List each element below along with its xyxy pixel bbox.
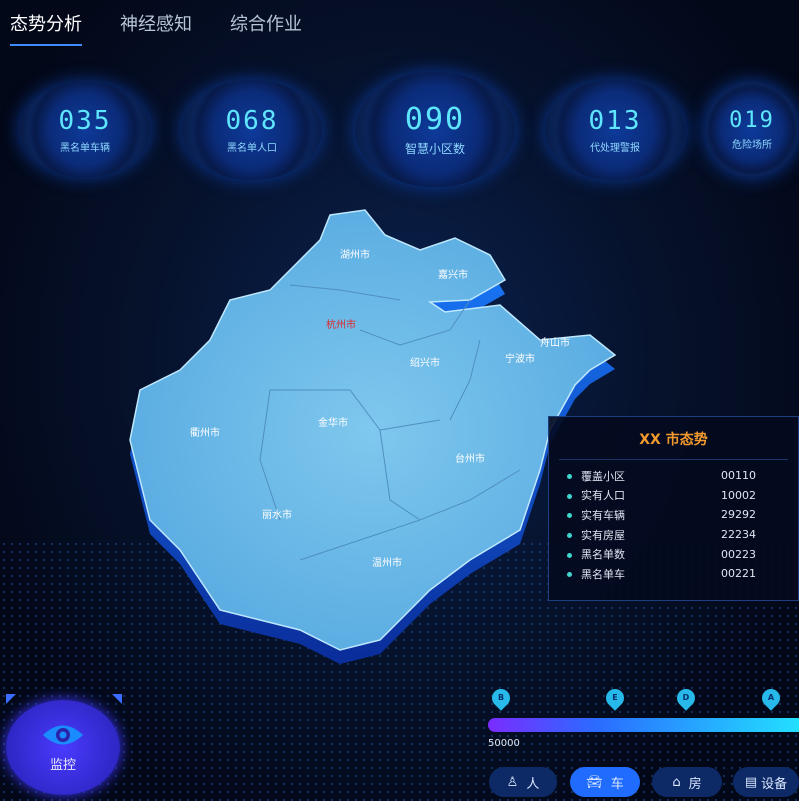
filter-label: 设备: [761, 776, 788, 792]
panel-row: 黑名单数 00223: [549, 544, 798, 564]
panel-row: 实有人口 10002: [549, 486, 798, 506]
filter-label: 房: [688, 776, 702, 792]
person-icon: ♙: [506, 774, 519, 790]
stat-dangerous-places: 019 危险场所: [705, 82, 799, 177]
city-situation-panel: XX 市态势 覆盖小区 00110 实有人口 10002 实有车辆 29292 实有房…: [548, 416, 799, 601]
filter-label: 人: [526, 776, 540, 792]
row-value: 00223: [721, 547, 756, 561]
tab-integrated-operations[interactable]: 综合作业: [230, 14, 302, 35]
stat-pending-alerts: 013 代处理警报: [545, 80, 685, 180]
stat-value: 068: [225, 106, 279, 136]
filter-car-button[interactable]: 🚘︎ 车: [570, 767, 640, 797]
tab-situation-analysis[interactable]: 态势分析: [10, 10, 82, 46]
map-label-hangzhou[interactable]: 杭州市: [326, 318, 356, 331]
panel-row: 实有房屋 22234: [549, 525, 798, 545]
row-value: 00110: [721, 469, 756, 483]
map-label-huzhou[interactable]: 湖州市: [340, 248, 370, 261]
map-label-shaoxing[interactable]: 绍兴市: [410, 356, 440, 369]
car-icon: 🚘︎: [586, 774, 603, 790]
house-icon: ⌂: [672, 774, 681, 790]
row-label: 实有房屋: [567, 527, 625, 543]
map-label-zhoushan[interactable]: 舟山市: [540, 336, 570, 349]
stat-label: 危险场所: [732, 140, 772, 151]
map-label-quzhou[interactable]: 衢州市: [190, 426, 220, 439]
map-label-ningbo[interactable]: 宁波市: [505, 352, 535, 365]
map-label-lishui[interactable]: 丽水市: [262, 508, 292, 521]
stat-value: 019: [729, 108, 775, 133]
stat-value: 013: [588, 106, 642, 136]
tab-neural-perception[interactable]: 神经感知: [120, 14, 192, 35]
stat-label: 黑名单车辆: [60, 142, 110, 154]
map-label-jinhua[interactable]: 金华市: [318, 416, 348, 429]
marker-letter: B: [497, 693, 505, 702]
stat-blacklist-population: 068 黑名单人口: [182, 80, 322, 180]
marker-letter: A: [767, 693, 775, 702]
monitor-label: 监控: [49, 758, 76, 773]
row-label: 实有车辆: [567, 507, 625, 523]
map-surface[interactable]: [129, 209, 617, 651]
timeline-bar[interactable]: [488, 718, 799, 732]
row-value: 00221: [721, 567, 756, 581]
monitor-button[interactable]: 监控: [6, 700, 120, 795]
marker-letter: E: [612, 693, 618, 702]
row-label: 黑名单数: [567, 546, 625, 562]
stat-blacklist-vehicles: 035 黑名单车辆: [20, 82, 150, 177]
marker-letter: D: [682, 693, 690, 702]
timeline-start-label: 50000: [488, 738, 520, 749]
row-value: 22234: [721, 528, 756, 542]
row-label: 覆盖小区: [567, 468, 625, 484]
filter-label: 车: [610, 776, 624, 792]
panel-row: 黑名单车 00221: [549, 564, 798, 584]
map-label-jiaxing[interactable]: 嘉兴市: [438, 268, 468, 281]
filter-person-button[interactable]: ♙ 人: [489, 767, 557, 797]
row-label: 黑名单车: [567, 566, 625, 582]
corner-marker: [112, 694, 122, 704]
panel-row: 实有车辆 29292: [549, 505, 798, 525]
eye-icon: [43, 725, 83, 745]
top-tabs: 态势分析 神经感知 综合作业: [10, 10, 302, 46]
timeline-marker-d[interactable]: D: [673, 685, 699, 711]
device-icon: ▤: [744, 774, 758, 790]
row-value: 10002: [721, 488, 756, 502]
stat-smart-communities: 090 智慧小区数: [355, 72, 515, 187]
map-label-wenzhou[interactable]: 温州市: [372, 556, 402, 569]
stat-label: 黑名单人口: [227, 143, 277, 154]
timeline-marker-b[interactable]: B: [488, 685, 514, 711]
row-label: 实有人口: [567, 487, 625, 503]
stat-value: 035: [58, 105, 112, 136]
stat-label: 智慧小区数: [404, 142, 465, 156]
city-borders: [259, 284, 521, 561]
filter-house-button[interactable]: ⌂ 房: [652, 767, 722, 797]
timeline-marker-a[interactable]: A: [758, 685, 784, 711]
filter-device-button[interactable]: ▤ 设备: [733, 767, 799, 797]
corner-marker: [6, 694, 16, 704]
panel-row: 覆盖小区 00110: [549, 466, 798, 486]
stat-label: 代处理警报: [590, 143, 640, 154]
row-value: 29292: [721, 508, 756, 522]
panel-title: XX 市态势: [559, 429, 788, 460]
timeline-marker-e[interactable]: E: [602, 685, 628, 711]
map-label-taizhou[interactable]: 台州市: [455, 452, 485, 465]
stat-value: 090: [404, 102, 466, 137]
